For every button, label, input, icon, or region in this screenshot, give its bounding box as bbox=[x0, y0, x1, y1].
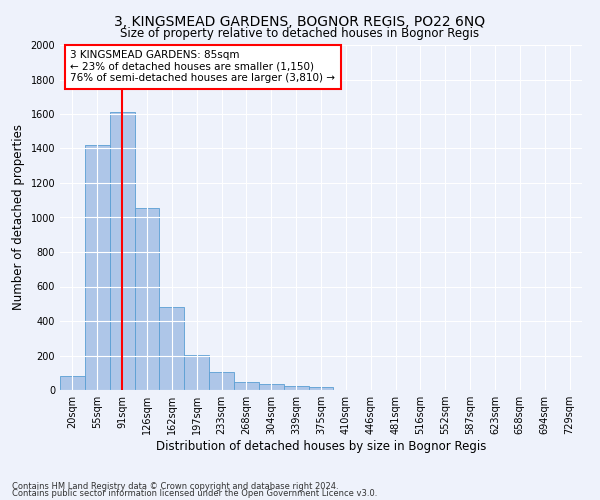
Bar bbox=[284, 386, 308, 390]
Bar bbox=[209, 372, 234, 390]
Text: Contains HM Land Registry data © Crown copyright and database right 2024.: Contains HM Land Registry data © Crown c… bbox=[12, 482, 338, 491]
Y-axis label: Number of detached properties: Number of detached properties bbox=[12, 124, 25, 310]
Bar bbox=[160, 307, 184, 390]
Text: Contains public sector information licensed under the Open Government Licence v3: Contains public sector information licen… bbox=[12, 490, 377, 498]
Text: Size of property relative to detached houses in Bognor Regis: Size of property relative to detached ho… bbox=[121, 28, 479, 40]
Text: 3, KINGSMEAD GARDENS, BOGNOR REGIS, PO22 6NQ: 3, KINGSMEAD GARDENS, BOGNOR REGIS, PO22… bbox=[115, 15, 485, 29]
X-axis label: Distribution of detached houses by size in Bognor Regis: Distribution of detached houses by size … bbox=[156, 440, 486, 453]
Bar bbox=[234, 382, 259, 390]
Bar bbox=[308, 386, 334, 390]
Bar bbox=[259, 384, 284, 390]
Bar bbox=[184, 354, 209, 390]
Bar bbox=[60, 376, 85, 390]
Bar bbox=[134, 208, 160, 390]
Bar bbox=[85, 145, 110, 390]
Bar bbox=[110, 112, 134, 390]
Text: 3 KINGSMEAD GARDENS: 85sqm
← 23% of detached houses are smaller (1,150)
76% of s: 3 KINGSMEAD GARDENS: 85sqm ← 23% of deta… bbox=[70, 50, 335, 84]
